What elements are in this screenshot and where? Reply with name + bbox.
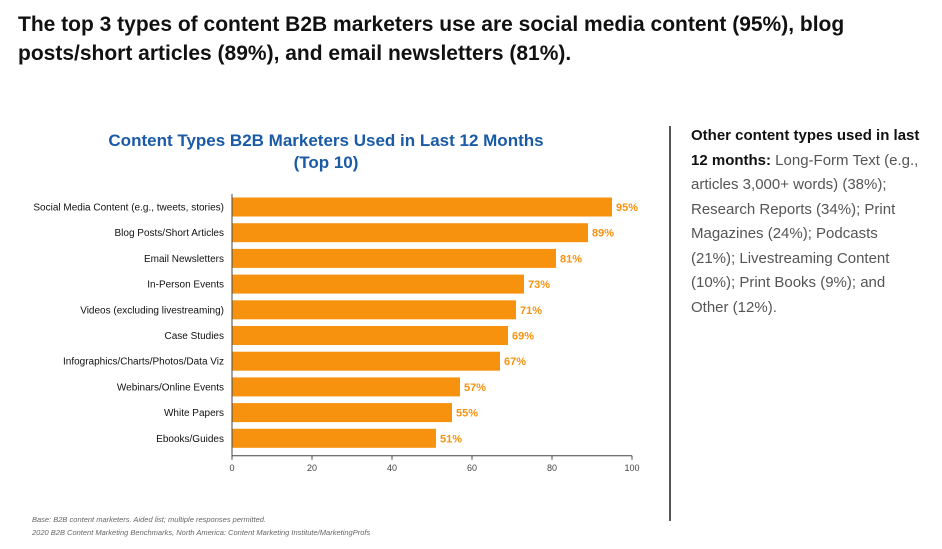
value-label: 67%	[504, 356, 526, 368]
x-tick-label: 20	[307, 463, 317, 473]
bar	[232, 197, 612, 217]
vertical-divider	[669, 126, 671, 521]
category-label: Ebooks/Guides	[156, 434, 224, 445]
bar-chart: Social Media Content (e.g., tweets, stor…	[33, 194, 640, 473]
x-tick-label: 40	[387, 463, 397, 473]
category-label: Videos (excluding livestreaming)	[80, 305, 224, 316]
category-label: Webinars/Online Events	[117, 382, 224, 393]
bar	[232, 223, 588, 243]
bar	[232, 351, 500, 371]
chart-title-line1: Content Types B2B Marketers Used in Last…	[108, 131, 544, 150]
value-label: 55%	[456, 408, 478, 420]
x-tick-label: 0	[229, 463, 234, 473]
x-tick-label: 100	[624, 463, 639, 473]
side-note-body: Long-Form Text (e.g., articles 3,000+ wo…	[691, 151, 919, 316]
x-tick-label: 80	[547, 463, 557, 473]
category-label: White Papers	[164, 408, 224, 419]
value-label: 69%	[512, 331, 534, 343]
value-label: 81%	[560, 253, 582, 265]
category-label: Case Studies	[165, 331, 224, 342]
value-label: 89%	[592, 228, 614, 240]
bar	[232, 377, 460, 397]
source-note: Base: B2B content marketers. Aided list;…	[32, 513, 632, 539]
bar	[232, 428, 436, 448]
headline: The top 3 types of content B2B marketers…	[18, 13, 845, 65]
source-citation: 2020 B2B Content Marketing Benchmarks, N…	[32, 528, 371, 537]
value-label: 51%	[440, 433, 462, 445]
category-label: Infographics/Charts/Photos/Data Viz	[63, 357, 224, 368]
category-label: In-Person Events	[147, 280, 224, 291]
value-label: 73%	[528, 279, 550, 291]
chart-title: Content Types B2B Marketers Used in Last…	[96, 130, 556, 174]
category-label: Email Newsletters	[144, 254, 224, 265]
value-label: 95%	[616, 202, 638, 214]
side-note-lead: Other content types used in last 12 mont…	[691, 127, 920, 169]
bar	[232, 326, 508, 345]
category-label: Social Media Content (e.g., tweets, stor…	[33, 203, 224, 214]
source-base: Base: B2B content marketers. Aided list;…	[32, 515, 266, 524]
bar	[232, 248, 556, 268]
side-note: Other content types used in last 12 mont…	[691, 124, 923, 320]
x-tick-label: 60	[467, 463, 477, 473]
value-label: 71%	[520, 305, 542, 317]
bar	[232, 403, 452, 423]
category-label: Blog Posts/Short Articles	[115, 228, 225, 239]
bar	[232, 300, 516, 320]
bar	[232, 274, 524, 294]
chart-title-line2: (Top 10)	[293, 153, 359, 172]
value-label: 57%	[464, 382, 486, 394]
